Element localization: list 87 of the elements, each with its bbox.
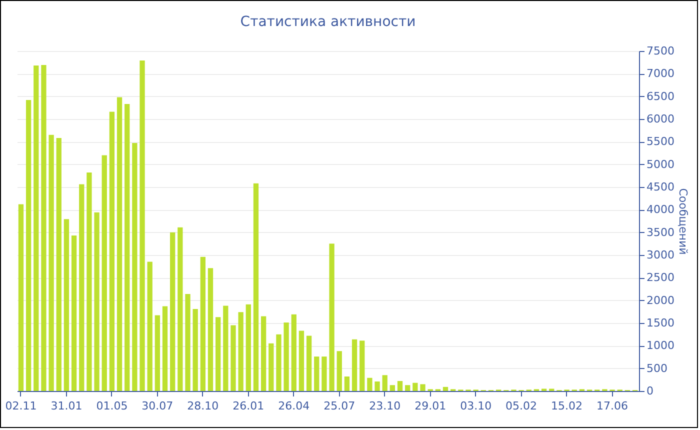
bar — [352, 339, 358, 391]
bar — [314, 356, 320, 391]
y-tick-label: 3500 — [646, 226, 674, 239]
bar — [268, 343, 274, 391]
bar — [291, 314, 296, 391]
bar — [185, 294, 190, 391]
bar — [246, 304, 251, 391]
bar — [140, 60, 145, 391]
x-tick-label: 05.02 — [506, 400, 538, 412]
y-tick-label: 7500 — [646, 44, 674, 58]
bar — [132, 143, 138, 391]
y-axis-title: Сообщений — [676, 188, 690, 255]
bar — [322, 356, 327, 391]
y-tick-label: 5500 — [646, 135, 674, 148]
bar — [79, 184, 84, 391]
bar — [18, 204, 24, 391]
bar — [94, 212, 100, 391]
y-tick-label: 2000 — [646, 294, 674, 307]
bar — [306, 336, 312, 391]
x-tick-label: 25.07 — [324, 400, 356, 412]
bar — [284, 322, 289, 391]
y-tick-label: 1000 — [646, 339, 674, 352]
x-tick-label: 01.05 — [96, 400, 128, 412]
bar — [405, 385, 410, 391]
x-tick-label: 03.10 — [460, 400, 492, 412]
x-tick-label: 30.07 — [142, 400, 174, 412]
x-tick-label: 29.01 — [414, 400, 446, 412]
bar — [412, 382, 418, 391]
y-tick-label: 7000 — [646, 67, 674, 80]
bar — [208, 268, 214, 391]
x-tick-label: 15.02 — [551, 400, 583, 412]
bar — [253, 183, 259, 391]
bar — [382, 375, 388, 391]
bar — [34, 66, 39, 391]
x-tick-label: 31.01 — [50, 400, 82, 412]
bar — [124, 104, 130, 391]
bar — [442, 386, 448, 391]
y-tick-label: 5000 — [646, 158, 674, 171]
y-tick-label: 4000 — [646, 203, 674, 216]
bar — [170, 232, 176, 391]
y-tick-label: 6500 — [646, 90, 674, 103]
bar — [41, 65, 46, 391]
y-tick-label: 3000 — [646, 248, 674, 262]
bar — [374, 381, 380, 391]
bar — [154, 315, 160, 391]
bar — [162, 306, 168, 391]
bar — [420, 384, 426, 391]
y-tick-label: 0 — [646, 384, 654, 398]
bar — [260, 316, 266, 391]
bar — [238, 312, 244, 391]
bar — [367, 378, 372, 391]
bar — [192, 308, 198, 391]
x-tick-label: 23.10 — [369, 400, 401, 412]
x-tick-label: 26.01 — [232, 400, 264, 412]
bar — [102, 155, 107, 391]
bar — [116, 97, 122, 391]
bar — [109, 112, 115, 391]
y-tick-label: 6000 — [646, 112, 674, 126]
bar — [48, 134, 54, 391]
bar — [26, 100, 32, 391]
bar — [276, 334, 282, 391]
bar — [200, 256, 206, 391]
y-tick-label: 500 — [646, 362, 668, 375]
bar — [86, 172, 92, 391]
bar — [64, 219, 70, 391]
y-tick-label: 2500 — [646, 271, 674, 284]
x-tick-label: 17.06 — [596, 400, 628, 412]
chart-title: Статистика активности — [240, 14, 416, 30]
bar — [329, 244, 334, 391]
bar — [147, 262, 152, 391]
bar — [71, 236, 77, 391]
x-tick-label: 02.11 — [5, 400, 37, 412]
x-tick-label: 26.04 — [278, 400, 310, 412]
bar — [397, 381, 403, 391]
bar — [56, 138, 62, 391]
bar — [298, 330, 304, 391]
bar — [230, 325, 236, 391]
bar — [336, 351, 342, 391]
y-tick-label: 4500 — [646, 180, 674, 194]
bar — [344, 376, 350, 391]
bar — [223, 306, 228, 391]
bar — [216, 317, 221, 391]
bar — [178, 227, 183, 391]
bar — [360, 340, 365, 391]
y-tick-label: 1500 — [646, 316, 674, 330]
bar — [390, 385, 396, 391]
x-tick-label: 28.10 — [187, 400, 219, 412]
